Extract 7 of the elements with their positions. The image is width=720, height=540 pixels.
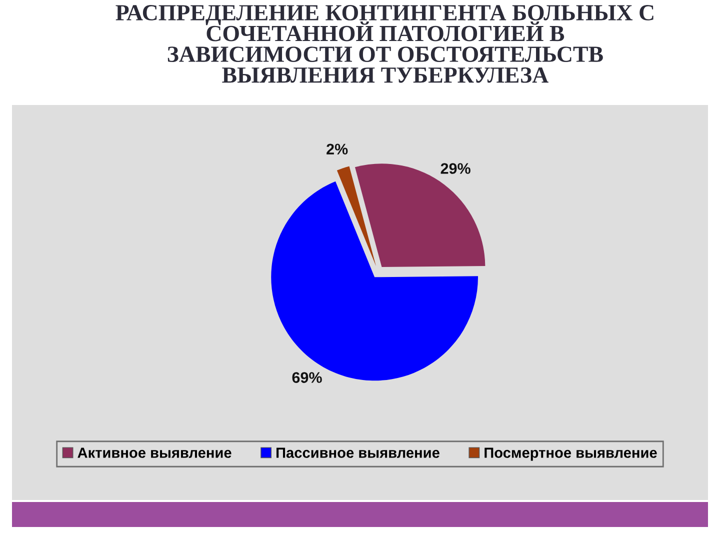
data-label: 69% [292,372,322,383]
chart-title: РАСПРЕДЕЛЕНИЕ КОНТИНГЕНТА БОЛЬНЫХ С СОЧЕТАННОЙ ПАТОЛОГИЕЙ В ЗАВИСИМОСТИ ОТ ОБСТОЯТЕЛЬСТВ ВЫЯВЛЕНИЯ ТУБЕРКУЛЕЗА [116,5,654,83]
legend-label: Пассивное выявление [276,448,440,458]
data-label: 29% [440,163,470,174]
legend-label: Активное выявление [78,448,232,458]
legend-label: Посмертное выявление [484,448,657,461]
data-label: 2% [326,144,348,154]
